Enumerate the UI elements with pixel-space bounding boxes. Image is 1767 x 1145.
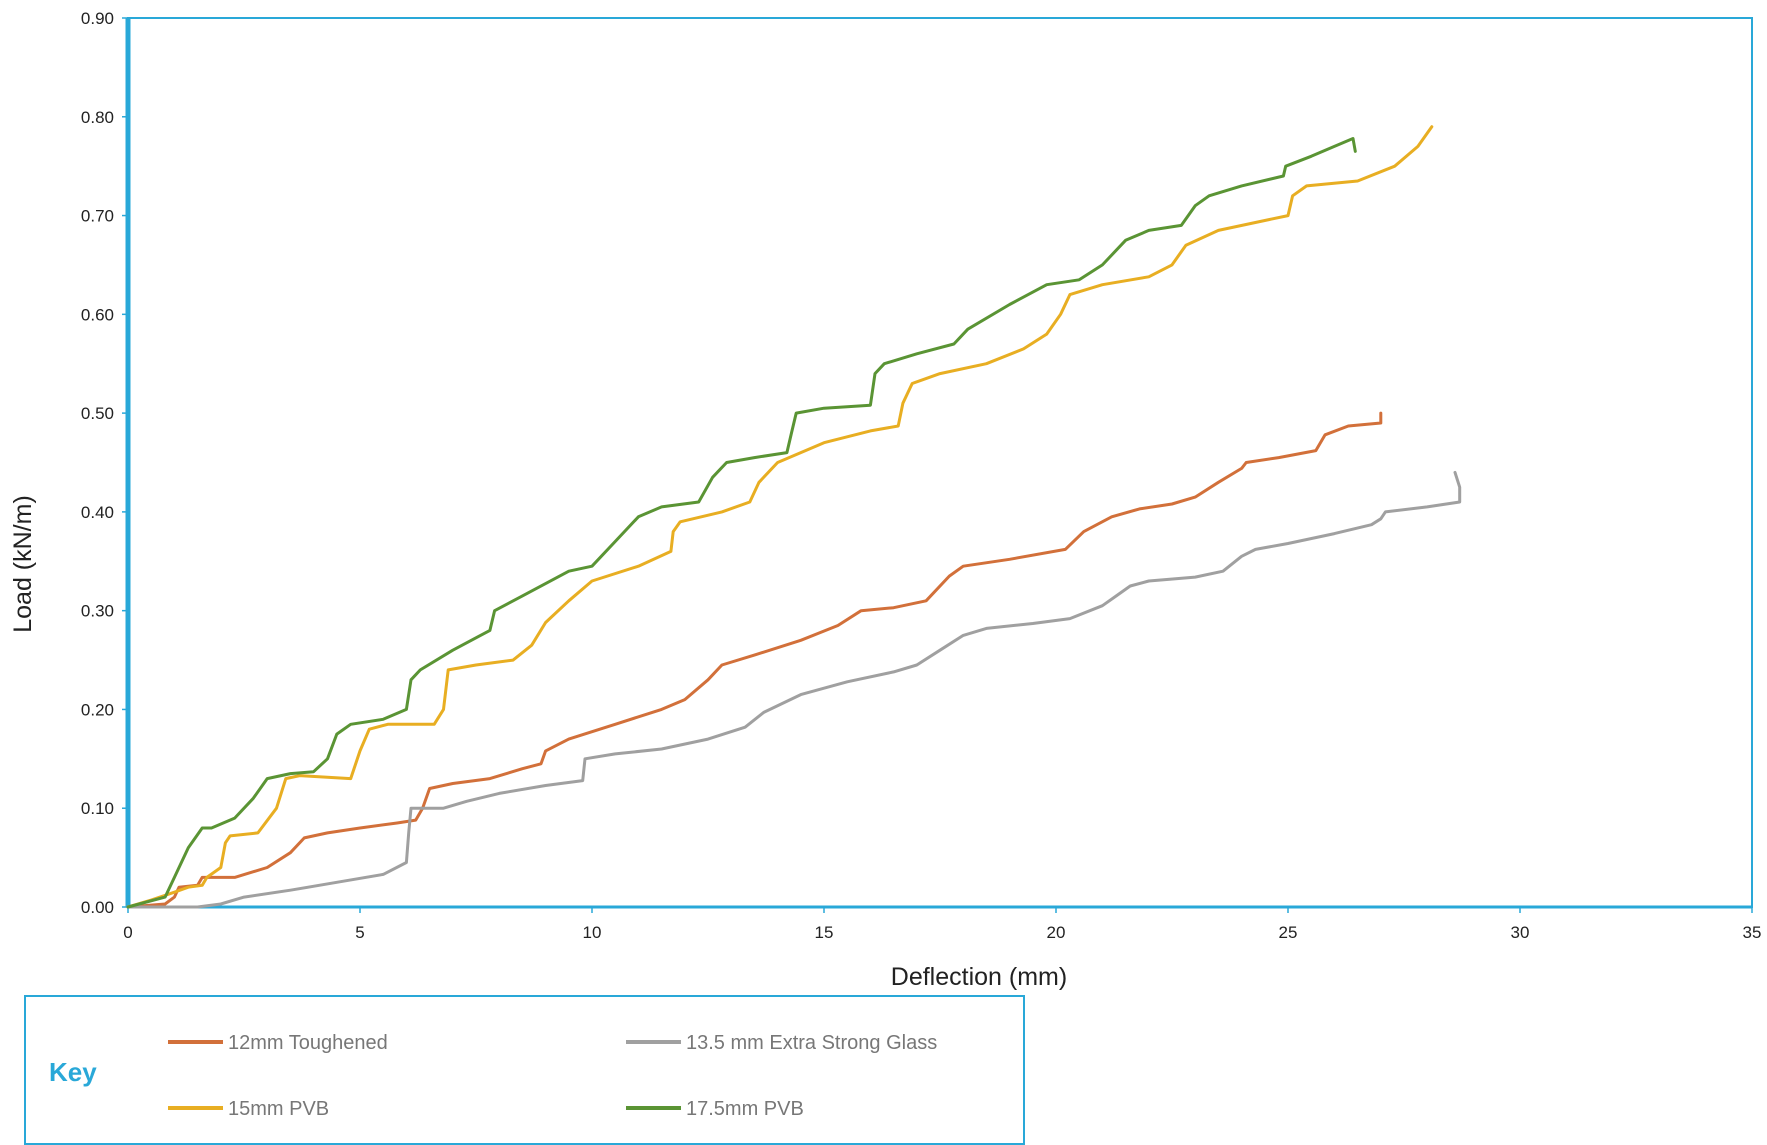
y-tick-label: 0.70 [81, 207, 114, 226]
x-axis-title: Deflection (mm) [891, 963, 1067, 991]
legend-title: Key [49, 1057, 97, 1087]
legend-label: 15mm PVB [228, 1098, 329, 1120]
x-tick-label: 35 [1743, 923, 1762, 942]
x-tick-label: 30 [1511, 923, 1530, 942]
y-tick-label: 0.30 [81, 602, 114, 621]
legend-items: 12mm Toughened 13.5 mm Extra Strong Glass… [168, 1032, 937, 1120]
legend-label: 12mm Toughened [228, 1032, 388, 1054]
series-line-2 [126, 470, 1462, 909]
legend: Key 12mm Toughened 13.5 mm Extra Strong G… [24, 995, 1025, 1145]
series-line-4 [126, 137, 1357, 909]
y-tick-label: 0.50 [81, 404, 114, 423]
series-layer [126, 125, 1462, 909]
y-tick-label: 0.80 [81, 108, 114, 127]
series-line-1 [126, 411, 1383, 909]
x-tick-label: 0 [123, 923, 132, 942]
y-tick-label: 0.00 [81, 898, 114, 917]
plot-frame [125, 17, 1753, 909]
plot-border [127, 17, 1753, 908]
legend-box [24, 995, 1025, 1145]
x-tick-label: 20 [1047, 923, 1066, 942]
y-tick-label: 0.40 [81, 503, 114, 522]
x-tick-label: 15 [815, 923, 834, 942]
series-line-3 [126, 125, 1434, 909]
x-tick-label: 25 [1279, 923, 1298, 942]
y-tick-label: 0.90 [81, 9, 114, 28]
legend-label: 13.5 mm Extra Strong Glass [686, 1032, 937, 1054]
legend-label: 17.5mm PVB [686, 1098, 804, 1120]
y-tick-label: 0.10 [81, 799, 114, 818]
y-tick-label: 0.60 [81, 305, 114, 324]
axes: 0 5 10 15 20 25 30 35 0.00 0.10 0.20 0.30 0.40 0.50 0.… [81, 9, 1762, 942]
y-axis-title: Load (kN/m) [9, 495, 37, 633]
y-tick-label: 0.20 [81, 700, 114, 719]
x-tick-label: 10 [583, 923, 602, 942]
x-tick-label: 5 [355, 923, 364, 942]
